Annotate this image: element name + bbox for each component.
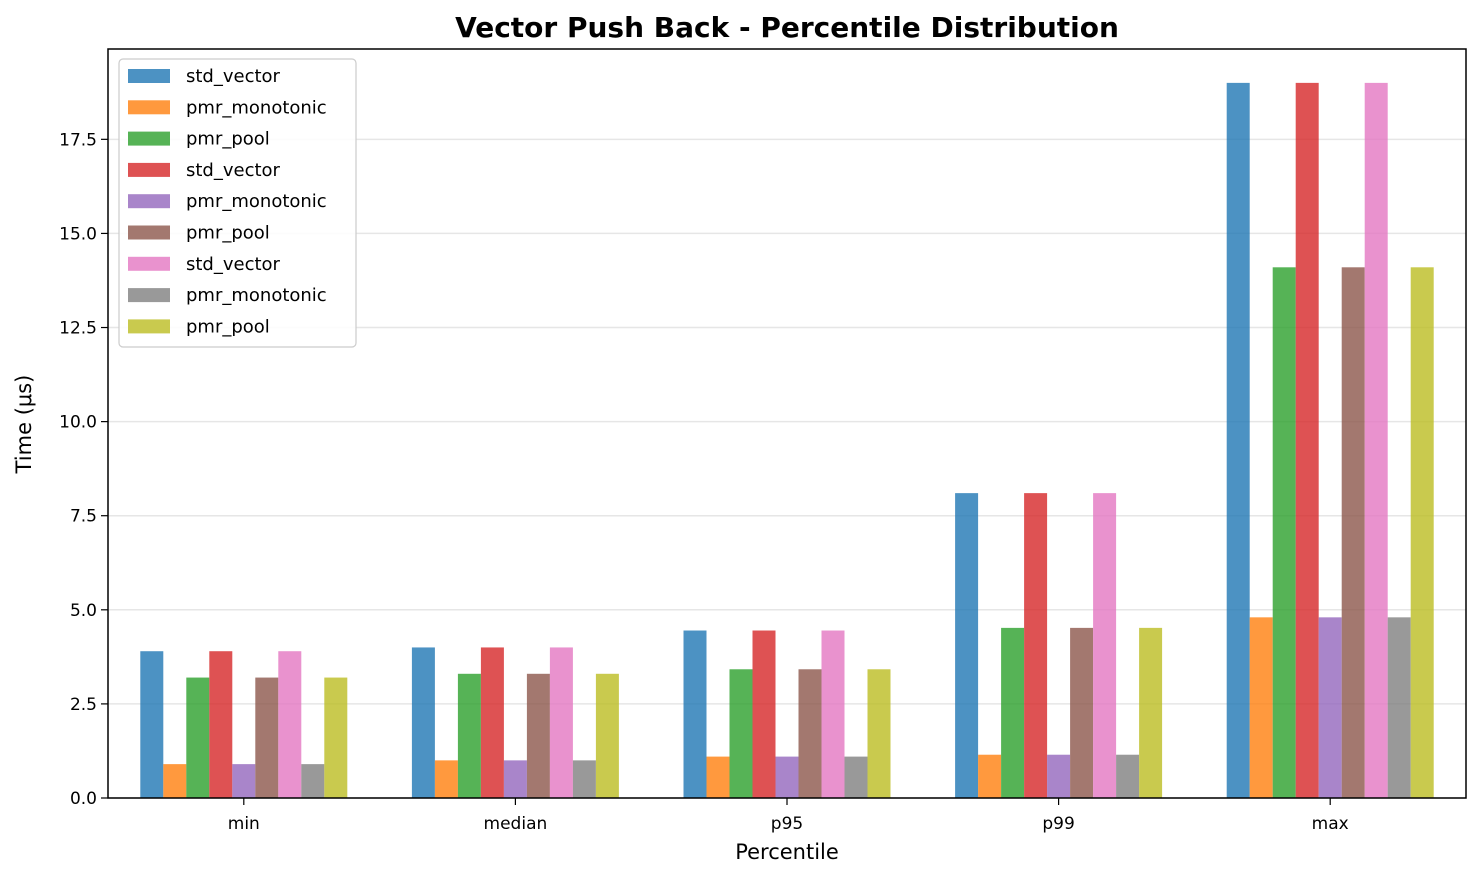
bar-std_vector-p99: [1093, 493, 1117, 798]
y-tick-label: 12.5: [59, 319, 97, 339]
bar-std_vector-median: [549, 647, 573, 798]
legend-swatch: [128, 319, 170, 334]
x-axis-label: Percentile: [735, 840, 839, 864]
y-tick-label: 15.0: [59, 224, 97, 244]
bar-pmr_pool-median: [595, 673, 619, 798]
y-tick-label: 2.5: [70, 695, 97, 715]
x-tick-label: min: [228, 814, 260, 834]
bar-std_vector-max: [1295, 82, 1319, 798]
legend-swatch: [128, 194, 170, 209]
y-tick-label: 7.5: [70, 507, 97, 527]
bar-std_vector-median: [411, 647, 435, 798]
bar-pmr_monotonic-p95: [844, 756, 868, 798]
legend-label: pmr_pool: [186, 316, 270, 337]
legend-swatch: [128, 288, 170, 303]
legend-label: std_vector: [186, 160, 281, 181]
bar-pmr_pool-max: [1272, 267, 1296, 798]
bar-pmr_monotonic-min: [163, 764, 187, 798]
legend-label: pmr_pool: [186, 129, 270, 150]
bar-pmr_monotonic-p99: [1047, 754, 1071, 798]
bar-pmr_monotonic-p95: [706, 756, 730, 798]
legend-label: pmr_monotonic: [186, 191, 327, 212]
legend-swatch: [128, 131, 170, 146]
bar-std_vector-p99: [1024, 493, 1048, 798]
bar-std_vector-p95: [752, 630, 776, 798]
bar-pmr_pool-p99: [1070, 627, 1094, 798]
y-tick-label: 5.0: [70, 601, 97, 621]
bar-pmr_monotonic-p99: [1116, 754, 1140, 798]
bar-std_vector-median: [480, 647, 504, 798]
x-tick-label: median: [484, 814, 548, 834]
x-tick-label: p95: [771, 814, 803, 834]
legend-label: std_vector: [186, 66, 281, 87]
bar-pmr_monotonic-max: [1249, 617, 1273, 798]
bar-pmr_pool-p95: [867, 669, 891, 798]
bar-std_vector-min: [209, 651, 233, 798]
y-tick-label: 10.0: [59, 413, 97, 433]
bar-pmr_pool-min: [255, 677, 279, 798]
legend-swatch: [128, 225, 170, 240]
bar-std_vector-min: [278, 651, 302, 798]
y-tick-label: 17.5: [59, 130, 97, 150]
bar-pmr_pool-median: [457, 673, 481, 798]
bar-pmr_pool-median: [526, 673, 550, 798]
y-tick-label: 0.0: [70, 789, 97, 809]
x-tick-label: p99: [1042, 814, 1074, 834]
bar-pmr_monotonic-median: [503, 760, 527, 798]
bar-pmr_monotonic-min: [301, 764, 325, 798]
bar-pmr_pool-p99: [1139, 627, 1163, 798]
bar-pmr_monotonic-median: [572, 760, 596, 798]
bars: [140, 82, 1434, 798]
legend-label: pmr_monotonic: [186, 285, 327, 306]
legend: std_vector pmr_monotonic pmr_pool std_vecto…: [118, 58, 357, 348]
bar-pmr_pool-min: [324, 677, 348, 798]
y-axis-label: Time (μs): [12, 375, 36, 475]
legend-swatch: [128, 256, 170, 271]
legend-swatch: [128, 69, 170, 83]
bar-pmr_pool-max: [1410, 267, 1434, 798]
bar-std_vector-p95: [683, 630, 707, 798]
legend-swatch: [128, 162, 170, 177]
bar-std_vector-max: [1364, 82, 1388, 798]
bar-pmr_monotonic-max: [1387, 617, 1411, 798]
bar-pmr_monotonic-min: [232, 764, 256, 798]
bar-pmr_monotonic-max: [1318, 617, 1342, 798]
bar-pmr_monotonic-p99: [978, 754, 1002, 798]
bar-std_vector-p95: [821, 630, 845, 798]
x-tick-label: max: [1312, 814, 1349, 834]
bar-std_vector-p99: [955, 493, 979, 798]
bar-pmr_pool-max: [1341, 267, 1365, 798]
bar-pmr_pool-p99: [1001, 627, 1025, 798]
bar-pmr_pool-min: [186, 677, 210, 798]
bar-pmr_pool-p95: [729, 669, 753, 798]
legend-box: [118, 58, 357, 348]
bar-pmr_monotonic-p95: [775, 756, 799, 798]
legend-swatch: [128, 100, 170, 115]
legend-label: std_vector: [186, 254, 281, 275]
bar-pmr_pool-p95: [798, 669, 822, 798]
y-axis-ticks: 0.0 2.5 5.0 7.5 10.0 12.5 15.0 17.5: [59, 130, 108, 809]
bar-pmr_monotonic-median: [434, 760, 458, 798]
chart-title: Vector Push Back - Percentile Distributi…: [455, 11, 1119, 44]
bar-std_vector-min: [140, 651, 164, 798]
bar-std_vector-max: [1226, 82, 1250, 798]
legend-label: pmr_monotonic: [186, 97, 327, 118]
legend-label: pmr_pool: [186, 223, 270, 244]
x-axis-ticks: min median p95 p99 max: [228, 798, 1349, 834]
